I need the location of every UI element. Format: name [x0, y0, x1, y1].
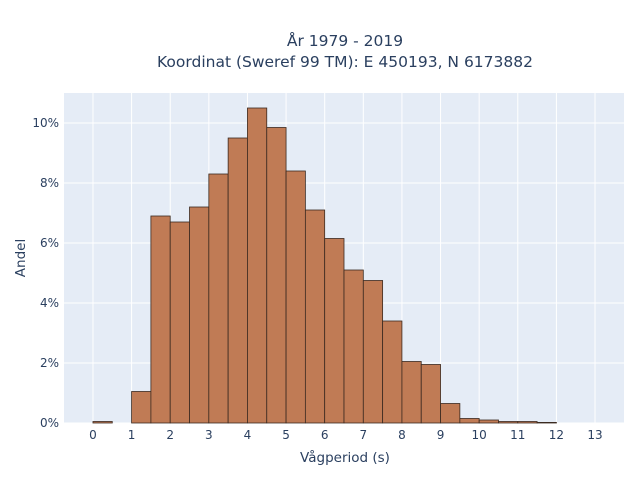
histogram-bar: [401, 361, 422, 424]
histogram-bar: [420, 364, 441, 424]
histogram-bar: [324, 238, 345, 424]
x-tick-label: 10: [472, 428, 487, 442]
histogram-bar: [208, 173, 229, 424]
histogram-bar: [285, 170, 306, 424]
x-tick-label: 9: [437, 428, 445, 442]
histogram-bar: [131, 391, 152, 424]
x-tick-label: 8: [398, 428, 406, 442]
histogram-bar: [498, 421, 519, 424]
histogram-bar: [227, 137, 248, 424]
x-tick-label: 1: [128, 428, 136, 442]
y-tick-label: 10%: [32, 116, 59, 130]
x-tick-label: 13: [587, 428, 602, 442]
histogram-bar: [92, 421, 113, 424]
x-tick-label: 2: [166, 428, 174, 442]
x-tick-label: 4: [244, 428, 252, 442]
histogram-bar: [189, 206, 210, 424]
histogram-bar: [517, 421, 538, 424]
y-axis-title: Andel: [13, 239, 29, 277]
y-tick-label: 6%: [40, 236, 59, 250]
x-tick-label: 3: [205, 428, 213, 442]
histogram-bar: [382, 320, 403, 424]
histogram-bar: [362, 280, 384, 424]
x-axis-title: Vågperiod (s): [300, 449, 390, 466]
x-tick-label: 0: [89, 428, 97, 442]
x-tick-label: 6: [321, 428, 329, 442]
histogram-bar: [343, 269, 364, 424]
histogram-bar: [459, 418, 480, 424]
x-tick-label: 12: [549, 428, 564, 442]
y-tick-label: 0%: [40, 416, 59, 430]
x-tick-label: 11: [510, 428, 525, 442]
y-tick-label: 8%: [40, 176, 59, 190]
histogram-bar: [478, 419, 499, 424]
y-tick-label: 4%: [40, 296, 59, 310]
histogram-bar: [169, 221, 190, 424]
histogram-bar: [536, 421, 557, 424]
x-axis-ticks: 0 1 2 3 4 5 6 7 8 9 10 11 12 13: [89, 428, 603, 442]
histogram-bar: [266, 127, 287, 424]
histogram-bar: [440, 403, 461, 424]
histogram-bar: [150, 215, 171, 424]
x-tick-label: 5: [282, 428, 290, 442]
histogram-bar: [247, 107, 268, 424]
chart-title-line-2: Koordinat (Sweref 99 TM): E 450193, N 61…: [157, 53, 533, 71]
y-axis-ticks: 0% 2% 4% 6% 8% 10%: [32, 116, 59, 430]
bars: [92, 107, 557, 424]
x-tick-label: 7: [359, 428, 367, 442]
histogram-bar: [304, 209, 326, 424]
y-tick-label: 2%: [40, 356, 59, 370]
chart-title-line-1: År 1979 - 2019: [287, 31, 403, 50]
